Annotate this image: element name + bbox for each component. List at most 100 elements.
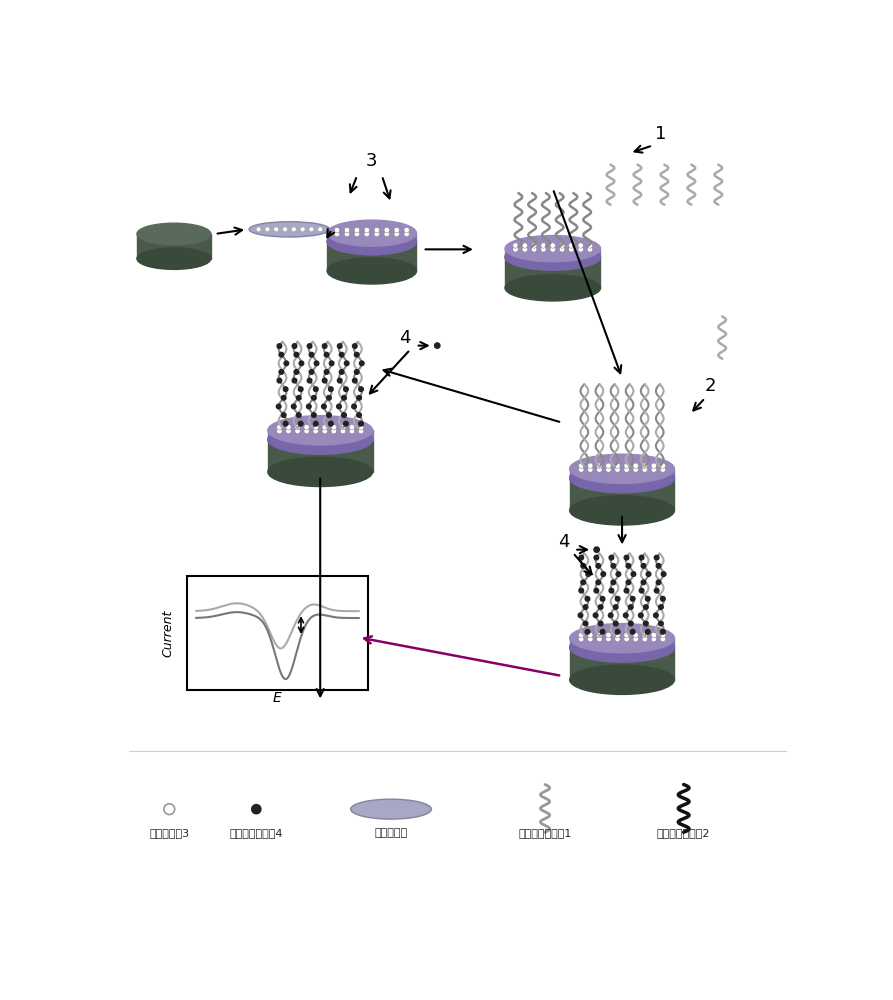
Circle shape bbox=[321, 404, 326, 409]
Circle shape bbox=[358, 425, 363, 430]
Circle shape bbox=[579, 632, 584, 638]
Circle shape bbox=[578, 247, 583, 252]
Circle shape bbox=[550, 247, 555, 252]
Text: 亚甲基蓝标记为4: 亚甲基蓝标记为4 bbox=[230, 828, 283, 838]
Circle shape bbox=[309, 227, 313, 232]
Circle shape bbox=[615, 629, 620, 634]
Bar bbox=[187, 576, 368, 690]
Circle shape bbox=[394, 231, 399, 237]
Ellipse shape bbox=[327, 229, 416, 255]
Circle shape bbox=[281, 413, 286, 417]
Circle shape bbox=[286, 425, 291, 430]
Ellipse shape bbox=[268, 416, 372, 445]
Circle shape bbox=[579, 588, 583, 593]
Circle shape bbox=[281, 396, 286, 400]
Circle shape bbox=[597, 632, 602, 638]
Ellipse shape bbox=[268, 457, 372, 487]
Circle shape bbox=[374, 227, 380, 233]
Circle shape bbox=[559, 243, 564, 248]
Circle shape bbox=[541, 243, 547, 248]
Circle shape bbox=[531, 247, 537, 252]
Ellipse shape bbox=[570, 624, 674, 653]
Circle shape bbox=[337, 404, 341, 409]
Circle shape bbox=[660, 463, 665, 468]
Circle shape bbox=[578, 243, 583, 248]
Circle shape bbox=[349, 428, 355, 434]
Circle shape bbox=[307, 344, 312, 348]
Circle shape bbox=[274, 227, 279, 232]
Circle shape bbox=[355, 231, 360, 237]
Circle shape bbox=[296, 396, 301, 400]
Text: 氧化石墨烯: 氧化石墨烯 bbox=[374, 828, 407, 838]
Circle shape bbox=[580, 564, 586, 568]
Polygon shape bbox=[327, 233, 416, 242]
Ellipse shape bbox=[268, 425, 372, 454]
Text: 目标探针标记为2: 目标探针标记为2 bbox=[657, 828, 711, 838]
Circle shape bbox=[629, 621, 633, 626]
Polygon shape bbox=[268, 430, 372, 440]
Circle shape bbox=[550, 243, 555, 248]
Circle shape bbox=[322, 378, 327, 383]
Circle shape bbox=[646, 629, 650, 634]
Circle shape bbox=[265, 227, 270, 232]
Circle shape bbox=[307, 378, 312, 383]
Circle shape bbox=[647, 572, 651, 576]
Circle shape bbox=[661, 597, 665, 601]
Circle shape bbox=[626, 580, 630, 585]
Circle shape bbox=[579, 555, 583, 560]
Polygon shape bbox=[327, 242, 416, 271]
Circle shape bbox=[531, 243, 537, 248]
Circle shape bbox=[626, 564, 630, 568]
Circle shape bbox=[364, 227, 370, 233]
Circle shape bbox=[598, 621, 603, 626]
Text: 4: 4 bbox=[558, 533, 570, 551]
Circle shape bbox=[651, 632, 656, 638]
Circle shape bbox=[338, 344, 342, 348]
Circle shape bbox=[277, 344, 281, 348]
Circle shape bbox=[359, 387, 363, 392]
Circle shape bbox=[655, 588, 659, 593]
Circle shape bbox=[630, 629, 635, 634]
Text: E: E bbox=[273, 691, 282, 705]
Circle shape bbox=[309, 352, 313, 357]
Ellipse shape bbox=[249, 222, 330, 237]
Ellipse shape bbox=[137, 223, 211, 245]
Circle shape bbox=[569, 247, 574, 252]
Circle shape bbox=[339, 370, 344, 374]
Circle shape bbox=[641, 580, 646, 585]
Circle shape bbox=[651, 636, 656, 642]
Circle shape bbox=[583, 621, 588, 626]
Circle shape bbox=[318, 227, 322, 232]
Circle shape bbox=[358, 428, 363, 434]
Circle shape bbox=[654, 613, 658, 618]
Circle shape bbox=[312, 396, 316, 400]
Circle shape bbox=[331, 428, 337, 434]
Circle shape bbox=[583, 605, 588, 609]
Text: 4: 4 bbox=[399, 329, 411, 347]
Text: 1: 1 bbox=[655, 125, 666, 143]
Polygon shape bbox=[137, 234, 211, 259]
Circle shape bbox=[330, 361, 334, 366]
Circle shape bbox=[605, 467, 611, 472]
Circle shape bbox=[541, 247, 547, 252]
Circle shape bbox=[630, 597, 635, 601]
Circle shape bbox=[594, 547, 599, 552]
Polygon shape bbox=[505, 249, 600, 257]
Circle shape bbox=[357, 413, 362, 417]
Circle shape bbox=[340, 425, 346, 430]
Circle shape bbox=[329, 421, 333, 426]
Circle shape bbox=[629, 605, 633, 609]
Circle shape bbox=[609, 588, 613, 593]
Circle shape bbox=[322, 344, 327, 348]
Circle shape bbox=[286, 428, 291, 434]
Circle shape bbox=[624, 463, 630, 468]
Circle shape bbox=[344, 387, 348, 392]
Circle shape bbox=[624, 467, 630, 472]
Circle shape bbox=[327, 413, 331, 417]
Circle shape bbox=[299, 361, 304, 366]
Circle shape bbox=[294, 352, 299, 357]
Circle shape bbox=[295, 428, 300, 434]
Circle shape bbox=[641, 564, 646, 568]
Circle shape bbox=[624, 588, 629, 593]
Circle shape bbox=[597, 467, 602, 472]
